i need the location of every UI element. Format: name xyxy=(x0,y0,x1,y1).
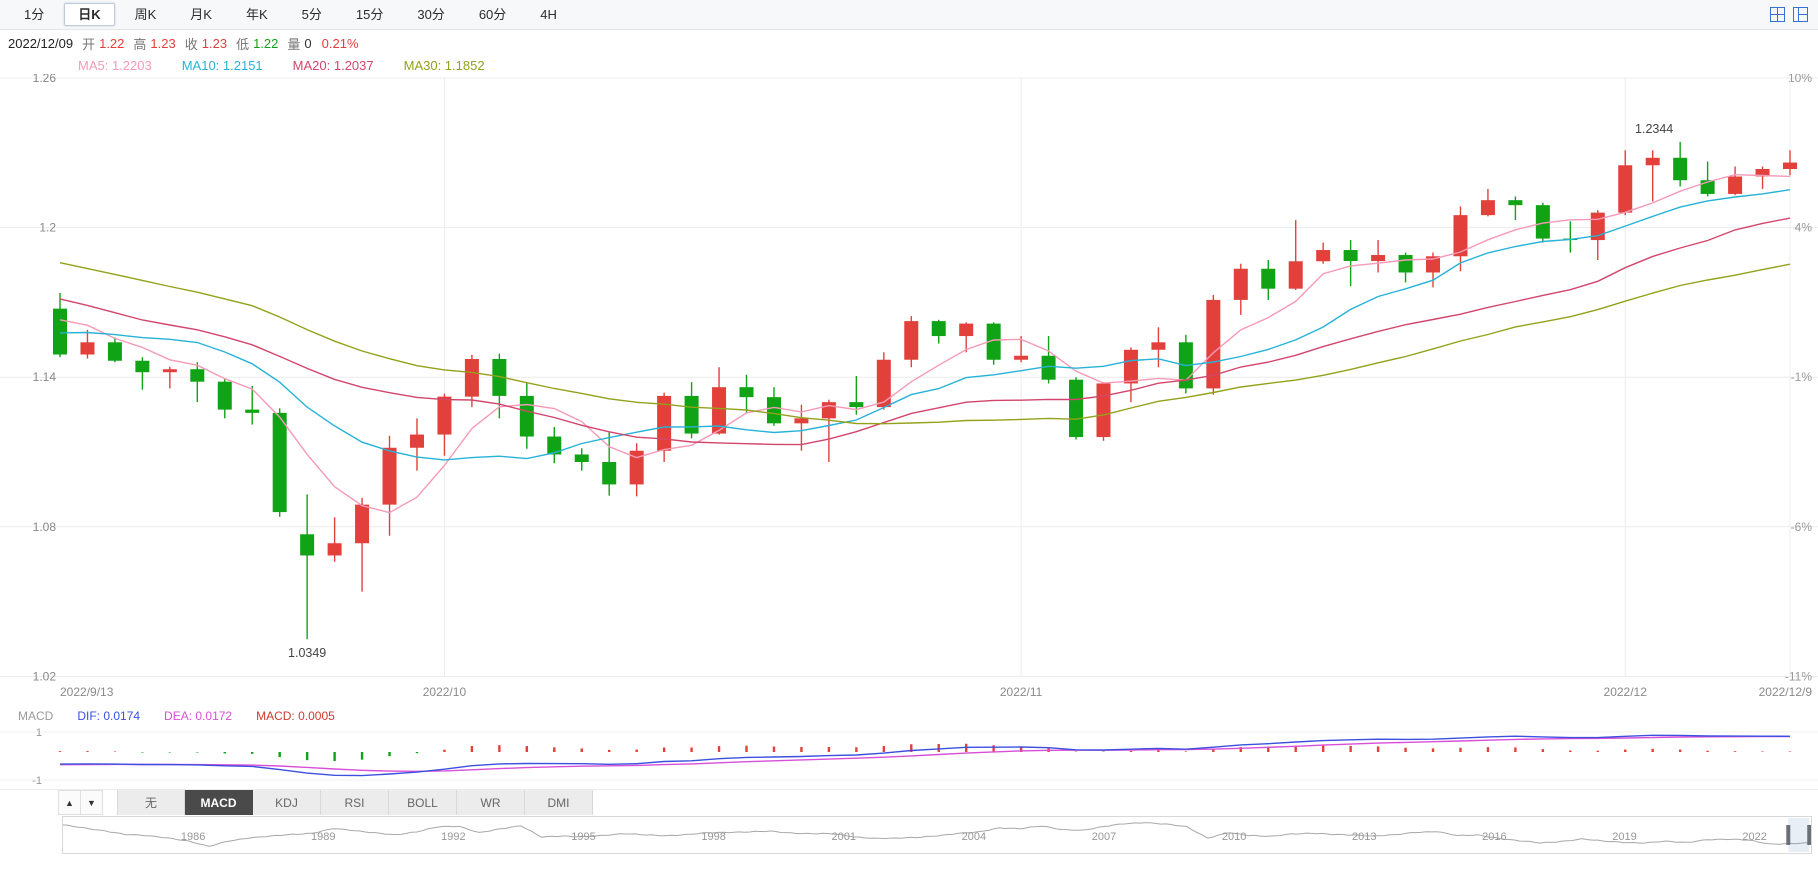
navigator-selection[interactable] xyxy=(1788,818,1810,852)
period-tab-5分[interactable]: 5分 xyxy=(301,7,322,22)
navigator-year-label: 2004 xyxy=(962,831,986,843)
navigator-year-label: 1998 xyxy=(701,831,725,843)
indicator-tab-MACD[interactable]: MACD xyxy=(185,790,253,815)
indicator-up-button[interactable]: ▲ xyxy=(58,790,81,815)
svg-text:1.26: 1.26 xyxy=(33,74,57,85)
svg-text:2022/9/13: 2022/9/13 xyxy=(60,685,114,699)
navigator-handle-right[interactable] xyxy=(1807,825,1811,845)
indicator-down-button[interactable]: ▼ xyxy=(80,790,103,815)
kline-toolbar: 1分 日K 周K 月K 年K 5分 15分 30分 60分 4H xyxy=(0,0,1818,30)
period-tab-15分[interactable]: 15分 xyxy=(355,7,384,22)
period-tab-1分[interactable]: 1分 xyxy=(24,7,45,22)
svg-text:1.2344: 1.2344 xyxy=(1635,122,1673,136)
period-tab-4H[interactable]: 4H xyxy=(540,7,557,22)
svg-text:1.14: 1.14 xyxy=(33,370,57,384)
navigator-year-label: 2013 xyxy=(1352,831,1376,843)
indicator-tab-RSI[interactable]: RSI xyxy=(321,790,389,815)
toolbar-icons xyxy=(1770,7,1808,27)
svg-text:1.02: 1.02 xyxy=(33,669,57,683)
period-tab-月K[interactable]: 月K xyxy=(190,7,212,22)
navigator-year-label: 2016 xyxy=(1482,831,1506,843)
navigator-year-label: 1995 xyxy=(571,831,595,843)
indicator-tab-无[interactable]: 无 xyxy=(117,790,185,815)
period-tab-周K[interactable]: 周K xyxy=(134,7,157,22)
svg-text:2022/12: 2022/12 xyxy=(1604,685,1648,699)
navigator-year-label: 2022 xyxy=(1742,831,1766,843)
svg-text:2022/10: 2022/10 xyxy=(423,685,467,699)
ohlc-field-label: 低 xyxy=(236,37,250,52)
quote-date: 2022/12/09 xyxy=(8,36,74,51)
navigator-handle-left[interactable] xyxy=(1786,825,1791,845)
ohlc-fields: 开 1.22 高 1.23 收 1.23 低 1.22 量 0 xyxy=(73,34,312,53)
svg-text:-1: -1 xyxy=(32,775,42,787)
navigator-year-label: 2007 xyxy=(1092,831,1116,843)
navigator-year-label: 1992 xyxy=(441,831,465,843)
layout-panel-icon[interactable] xyxy=(1793,7,1808,27)
indicator-tab-WR[interactable]: WR xyxy=(457,790,525,815)
ma-label-3: MA30: 1.1852 xyxy=(403,58,485,73)
ohlc-field-value: 1.23 xyxy=(150,36,176,51)
macd-header-label-0: MACD xyxy=(18,709,54,723)
macd-header-label-1: DIF: 0.0174 xyxy=(77,709,141,723)
navigator-year-label: 2019 xyxy=(1612,831,1636,843)
svg-text:-6%: -6% xyxy=(1791,520,1813,534)
svg-text:1.08: 1.08 xyxy=(33,520,57,534)
navigator-year-label: 1989 xyxy=(311,831,335,843)
svg-text:1: 1 xyxy=(36,727,42,739)
svg-text:2022/11: 2022/11 xyxy=(1000,685,1043,699)
period-tab-年K[interactable]: 年K xyxy=(245,7,268,22)
indicator-tabs: 无 MACD KDJ RSI BOLL WR DMI xyxy=(117,790,593,815)
indicator-tab-KDJ[interactable]: KDJ xyxy=(253,790,321,815)
ma-label-1: MA10: 1.2151 xyxy=(181,58,263,73)
macd-chart-svg[interactable]: 1 -1 xyxy=(0,726,1818,789)
ma-label-0: MA5: 1.2203 xyxy=(78,58,152,73)
ohlc-field-value: 0 xyxy=(304,36,312,51)
change-percent: 0.21% xyxy=(321,36,359,51)
ohlc-field-label: 开 xyxy=(82,37,96,52)
ohlc-info-bar: 2022/12/09 开 1.22 高 1.23 收 1.23 低 1.22 量 0 0.21% xyxy=(0,30,1818,57)
kline-period-tabs: 1分 日K 周K 月K 年K 5分 15分 30分 60分 4H xyxy=(10,3,571,26)
price-chart: 1.26 10% 1.2 4% 1.14 -1% 1.08 -6% 1.02 -11% 1.2344… xyxy=(0,74,1818,706)
macd-header-label-2: DEA: 0.0172 xyxy=(164,709,233,723)
indicator-tab-BOLL[interactable]: BOLL xyxy=(389,790,457,815)
svg-text:-1%: -1% xyxy=(1791,370,1813,384)
period-tab-日K[interactable]: 日K xyxy=(64,3,115,26)
macd-header-label-3: MACD: 0.0005 xyxy=(256,709,335,723)
ohlc-field-value: 1.22 xyxy=(253,36,279,51)
ohlc-field-value: 1.23 xyxy=(201,36,228,51)
navigator-year-label: 2010 xyxy=(1222,831,1246,843)
svg-text:1.0349: 1.0349 xyxy=(288,646,326,660)
period-tab-30分[interactable]: 30分 xyxy=(417,7,445,22)
indicator-tab-bar: ▲ ▼ 无 MACD KDJ RSI BOLL WR DMI xyxy=(0,789,1818,815)
ma-info-bar: MA5: 1.2203 MA10: 1.2151 MA20: 1.2037 MA30:… xyxy=(0,57,1818,74)
ohlc-field-value: 1.22 xyxy=(99,36,125,51)
navigator-year-label: 1986 xyxy=(181,831,205,843)
macd-chart: 1 -1 xyxy=(0,726,1818,789)
svg-text:-11%: -11% xyxy=(1785,669,1812,683)
ma-label-2: MA20: 1.2037 xyxy=(292,58,374,73)
svg-text:1.2: 1.2 xyxy=(39,221,56,235)
navigator-svg[interactable]: 1986 1989 1992 1995 1998 2001 2004 2007 2010 2013… xyxy=(63,817,1811,853)
svg-text:2022/12/9: 2022/12/9 xyxy=(1759,685,1813,699)
ohlc-field-label: 量 xyxy=(287,37,301,52)
ohlc-field-label: 收 xyxy=(184,37,198,52)
indicator-tab-DMI[interactable]: DMI xyxy=(525,790,593,815)
svg-text:10%: 10% xyxy=(1788,74,1812,85)
ohlc-field-label: 高 xyxy=(133,37,147,52)
macd-info-bar: MACD DIF: 0.0174 DEA: 0.0172 MACD: 0.0005 xyxy=(0,706,1818,726)
price-chart-svg[interactable]: 1.26 10% 1.2 4% 1.14 -1% 1.08 -6% 1.02 -11% 1.2344… xyxy=(0,74,1818,706)
svg-text:4%: 4% xyxy=(1795,221,1813,235)
period-tab-60分[interactable]: 60分 xyxy=(478,7,507,22)
split-screen-icon[interactable] xyxy=(1770,7,1785,27)
timeline-navigator[interactable]: 1986 1989 1992 1995 1998 2001 2004 2007 2010 2013… xyxy=(62,816,1812,854)
navigator-year-label: 2001 xyxy=(832,831,856,843)
